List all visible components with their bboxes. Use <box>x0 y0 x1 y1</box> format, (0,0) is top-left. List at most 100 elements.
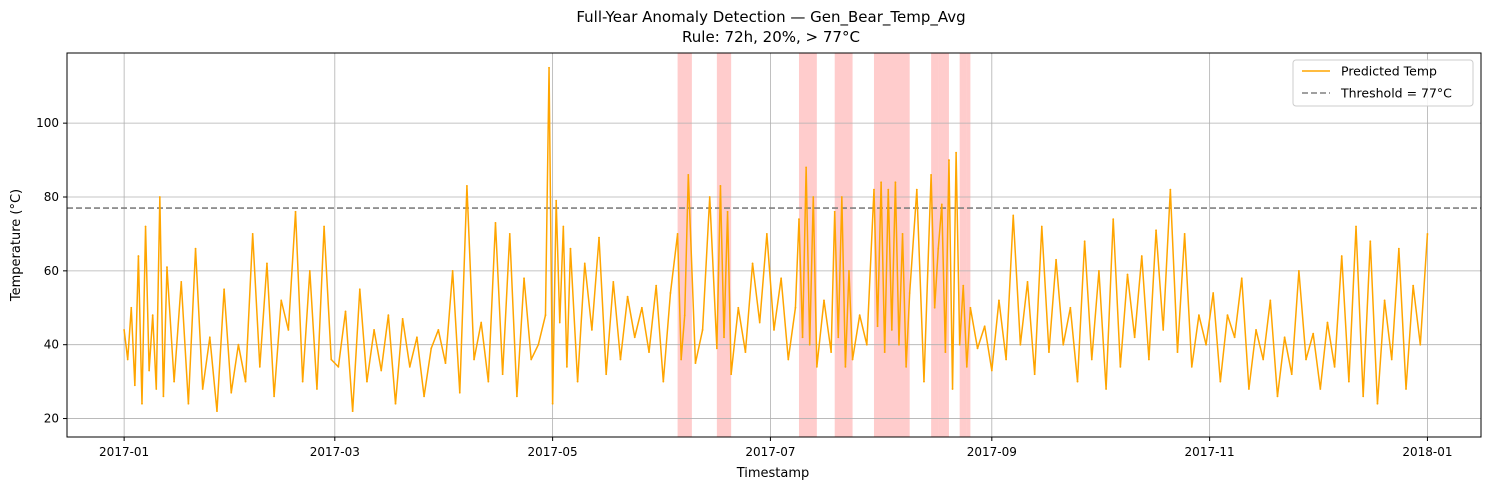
data-point <box>187 402 190 405</box>
data-points <box>123 66 1429 413</box>
y-tick-label-4: 100 <box>36 116 59 130</box>
data-point <box>640 306 643 309</box>
data-point <box>287 329 290 331</box>
data-point <box>833 210 836 213</box>
data-point <box>890 329 893 331</box>
data-point <box>683 314 686 317</box>
data-point <box>808 343 811 346</box>
data-point <box>308 269 311 272</box>
data-point <box>1112 218 1115 221</box>
data-point <box>848 269 850 272</box>
data-point <box>933 306 936 309</box>
anomaly-window-7 <box>959 53 967 437</box>
data-point <box>555 199 558 202</box>
y-axis-label: Temperature (°C) <box>9 189 24 302</box>
data-point <box>1269 299 1272 302</box>
data-point <box>358 288 361 291</box>
data-point <box>123 329 126 331</box>
data-point <box>940 203 943 206</box>
data-point <box>737 306 740 309</box>
chart-subtitle: Rule: 72h, 20%, > 77°C <box>682 28 860 46</box>
data-point <box>1233 336 1236 339</box>
data-point <box>1297 269 1300 272</box>
data-point <box>294 210 297 213</box>
data-point <box>144 225 147 228</box>
x-axis: 2017-01 2017-03 2017-05 2017-07 2017-09 2017-… <box>99 437 1453 459</box>
data-point <box>880 181 883 184</box>
data-point <box>805 166 808 169</box>
data-point <box>280 299 283 302</box>
data-point <box>830 351 833 353</box>
data-point <box>883 351 886 353</box>
data-point <box>815 365 818 368</box>
data-point <box>562 225 565 228</box>
data-point <box>1119 365 1122 368</box>
data-point <box>516 395 518 398</box>
data-point <box>955 151 958 154</box>
data-point <box>1426 233 1429 235</box>
data-point <box>141 402 143 405</box>
data-point <box>148 369 151 372</box>
data-point <box>876 325 879 328</box>
data-point <box>548 66 550 69</box>
data-point <box>151 314 154 317</box>
data-point <box>416 336 418 339</box>
data-point <box>1226 314 1229 317</box>
data-point <box>873 188 875 191</box>
data-point <box>530 358 533 361</box>
anomaly-window-0 <box>677 53 692 437</box>
data-point <box>130 306 133 309</box>
data-point <box>1048 351 1050 353</box>
data-point <box>194 247 197 250</box>
legend-box <box>1292 59 1474 107</box>
data-point <box>223 288 226 291</box>
anomaly-window-1 <box>716 53 732 437</box>
data-point <box>1105 388 1107 390</box>
data-point <box>905 365 908 368</box>
data-point <box>655 284 658 287</box>
data-point <box>773 329 775 331</box>
data-point <box>569 247 572 250</box>
data-point <box>537 343 540 346</box>
data-point <box>626 295 629 298</box>
data-point <box>1283 336 1286 339</box>
legend: Predicted Temp Threshold = 77°C <box>1292 59 1474 107</box>
data-point <box>473 358 475 361</box>
data-point <box>451 269 454 272</box>
data-point <box>951 388 954 390</box>
x-tick-label-3: 2017-07 <box>745 445 795 459</box>
data-point <box>444 362 447 365</box>
data-point <box>1076 380 1079 383</box>
data-point <box>1140 255 1143 257</box>
data-point <box>765 233 768 235</box>
data-point <box>751 262 754 265</box>
data-point <box>887 188 890 191</box>
y-tick-label-2: 60 <box>44 264 59 278</box>
data-point <box>1333 365 1336 368</box>
data-point <box>1248 388 1250 390</box>
anomaly-window-3 <box>834 53 853 437</box>
legend-label-predicted-temp: Predicted Temp <box>1341 64 1437 79</box>
data-point <box>158 196 161 198</box>
data-point <box>894 181 897 184</box>
data-point <box>648 351 650 353</box>
data-point <box>812 196 815 198</box>
data-point <box>1062 343 1065 346</box>
data-point <box>708 196 711 198</box>
data-point <box>680 358 683 361</box>
data-point <box>990 369 993 372</box>
data-point <box>801 336 804 339</box>
data-point <box>798 218 800 221</box>
y-tick-label-1: 40 <box>44 338 59 352</box>
data-point <box>201 388 204 390</box>
data-point <box>576 380 579 383</box>
data-point <box>1405 388 1407 390</box>
anomaly-window-5 <box>931 53 939 437</box>
data-point <box>1126 273 1129 276</box>
data-point <box>976 347 979 350</box>
data-point <box>1083 240 1086 243</box>
data-point <box>598 236 600 239</box>
data-point <box>373 329 375 331</box>
data-point <box>230 391 233 394</box>
data-point <box>758 321 761 324</box>
